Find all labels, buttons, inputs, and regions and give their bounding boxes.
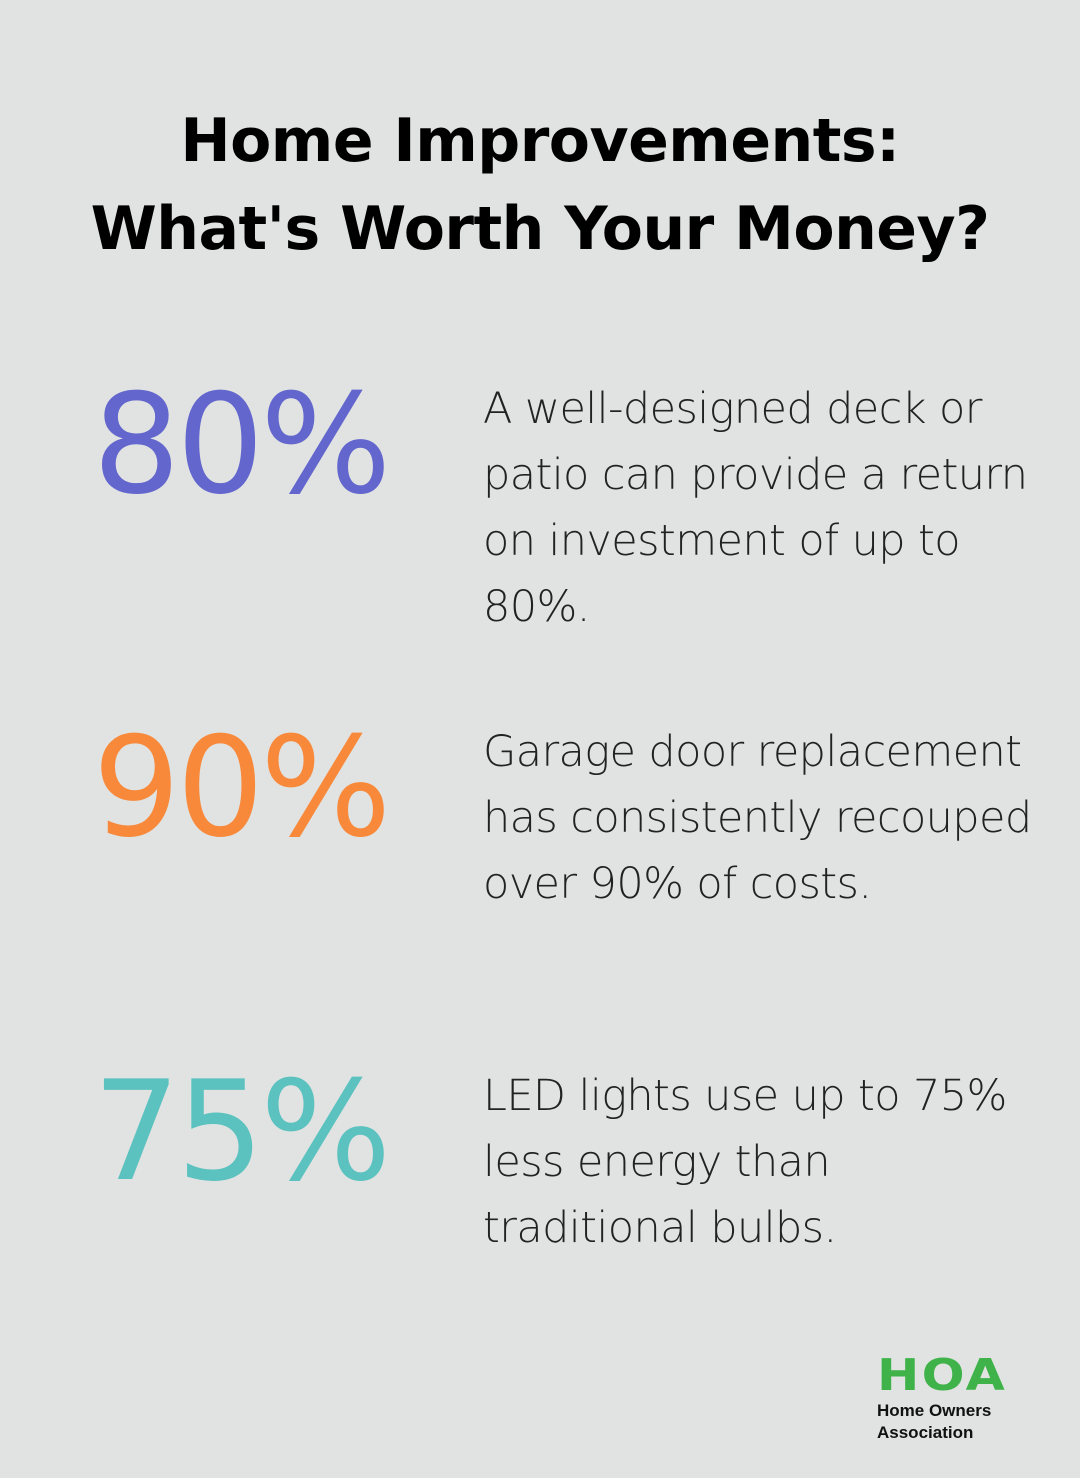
stat-item-3: 75% LED lights use up to 75% less energy…	[0, 1057, 1080, 1357]
title-line-2: What's Worth Your Money?	[90, 194, 990, 264]
stat-item-1: 80% A well-designed deck or patio can pr…	[0, 370, 1080, 670]
title-line-1: Home Improvements:	[180, 106, 900, 176]
stat-description-3: LED lights use up to 75% less energy tha…	[483, 1071, 1007, 1253]
logo-text: Home Owners Association	[877, 1400, 1047, 1444]
stat-value-3: 75%	[92, 1051, 392, 1212]
stat-value-1: 80%	[92, 364, 392, 525]
stat-description-1: A well-designed deck or patio can provid…	[483, 384, 1028, 632]
stat-item-2: 90% Garage door replacement has consiste…	[0, 713, 1080, 1013]
logo-text-line-2: Association	[877, 1423, 974, 1442]
page-title: Home Improvements: What's Worth Your Mon…	[0, 97, 1080, 273]
logo-mark: HOA	[877, 1350, 1008, 1401]
logo-text-line-1: Home Owners	[877, 1401, 992, 1420]
hoa-logo: HOA Home Owners Association	[877, 1354, 1047, 1444]
stat-description-2: Garage door replacement has consistently…	[483, 727, 1032, 909]
stat-value-2: 90%	[92, 707, 392, 868]
